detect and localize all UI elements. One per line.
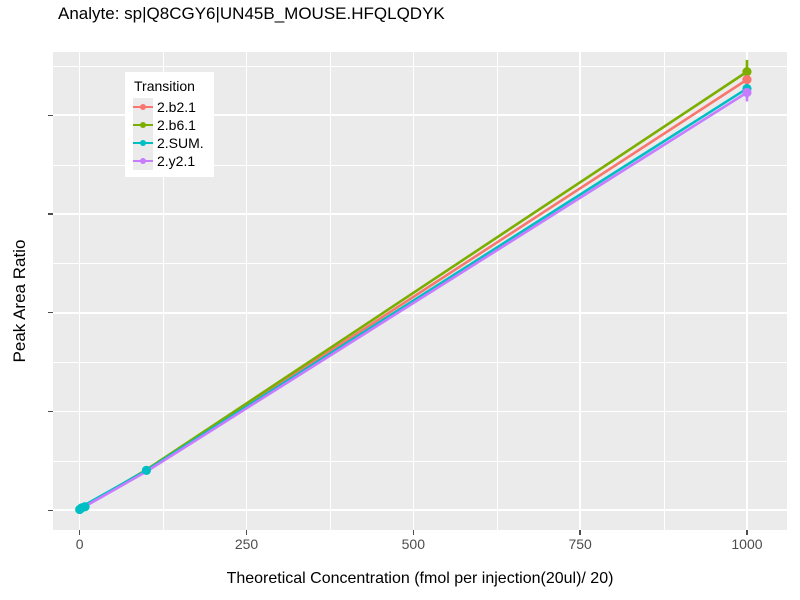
legend-item[interactable]: 2.y2.1: [133, 152, 204, 170]
y-tick-mark: [48, 114, 53, 116]
y-axis-title: Peak Area Ratio: [10, 239, 29, 363]
x-axis-title: Theoretical Concentration (fmol per inje…: [226, 570, 614, 587]
legend-key-icon: [133, 98, 153, 116]
legend-label: 2.b2.1: [157, 99, 196, 115]
chart-title: Analyte: sp|Q8CGY6|UN45B_MOUSE.HFQLQDYK: [58, 4, 445, 23]
y-tick-mark: [48, 509, 53, 511]
gridline-major-horizontal: [53, 410, 787, 413]
x-tick-mark: [412, 530, 415, 535]
x-tick-mark: [579, 530, 581, 535]
legend-label: 2.SUM.: [157, 135, 204, 151]
legend-label: 2.b6.1: [157, 117, 196, 133]
x-tick-label: 0: [75, 536, 84, 552]
x-tick-mark: [78, 530, 81, 535]
legend-title: Transition: [134, 78, 195, 94]
legend-key-icon: [133, 116, 153, 134]
legend-key-icon: [133, 152, 153, 170]
legend-item[interactable]: 2.b6.1: [133, 116, 204, 134]
gridline-major-horizontal: [53, 213, 787, 215]
legend: Transition 2.b2.1 2.b6.1 2.SUM. 2.y2.1: [125, 72, 214, 177]
legend-item[interactable]: 2.b2.1: [133, 98, 204, 116]
x-tick-mark: [746, 530, 748, 535]
gridline-major-horizontal: [53, 311, 787, 314]
gridline-minor-vertical: [496, 52, 498, 530]
legend-label: 2.y2.1: [157, 153, 196, 169]
gridline-major-vertical: [746, 52, 748, 530]
gridline-major-horizontal: [53, 509, 787, 512]
legend-item[interactable]: 2.SUM.: [133, 134, 204, 152]
x-tick-label: 250: [234, 536, 259, 552]
data-point: [141, 465, 152, 475]
y-tick-mark: [48, 213, 53, 215]
gridline-major-vertical: [579, 52, 581, 530]
x-tick-mark: [245, 530, 248, 535]
x-tick-label: 1000: [731, 536, 763, 552]
gridline-major-vertical: [78, 52, 81, 530]
gridline-minor-vertical: [663, 52, 665, 530]
gridline-major-vertical: [245, 52, 248, 530]
x-tick-label: 500: [401, 536, 425, 552]
gridline-minor-horizontal: [53, 65, 787, 67]
x-tick-label: 750: [568, 536, 592, 552]
gridline-major-vertical: [412, 52, 415, 530]
legend-key-icon: [133, 134, 153, 152]
gridline-minor-vertical: [329, 52, 331, 530]
y-tick-mark: [48, 312, 53, 314]
y-tick-mark: [48, 410, 53, 413]
legend-items: 2.b2.1 2.b6.1 2.SUM. 2.y2.1: [133, 98, 204, 170]
